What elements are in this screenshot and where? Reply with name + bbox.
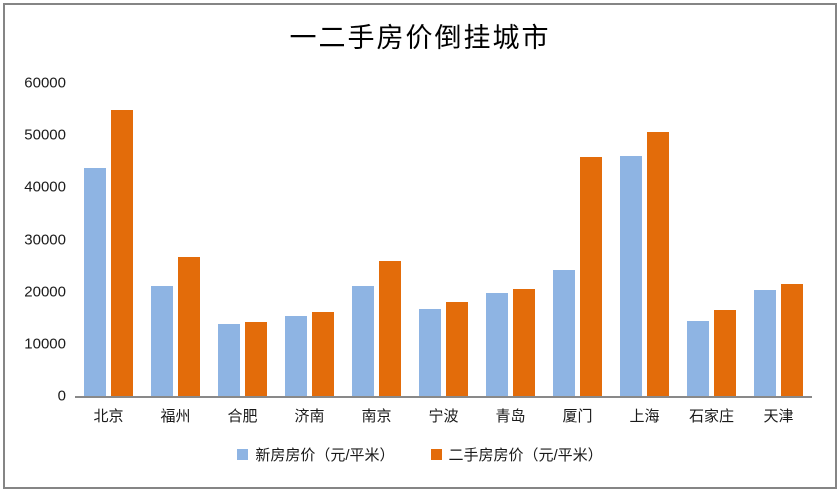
plot-area (75, 83, 812, 398)
legend-item-new-price: 新房房价（元/平米） (237, 444, 395, 465)
legend-label: 新房房价（元/平米） (255, 447, 395, 464)
bar-new-price (285, 315, 307, 396)
bar-secondhand-price (245, 321, 267, 396)
bar-group (678, 83, 745, 396)
legend-swatch-icon (430, 449, 442, 460)
bar-new-price (553, 270, 575, 396)
bar-secondhand-price (379, 261, 401, 396)
bar-new-price (352, 286, 374, 396)
bar-new-price (218, 323, 240, 396)
y-axis-tick-label: 60000 (24, 74, 66, 92)
x-axis-label: 青岛 (495, 408, 526, 425)
bar-secondhand-price (178, 257, 200, 396)
bar-group (477, 83, 544, 396)
y-axis-tick-label: 40000 (24, 178, 66, 196)
y-axis-tick-label: 20000 (24, 283, 66, 301)
x-axis-label: 合肥 (227, 408, 258, 425)
legend: 新房房价（元/平米） 二手房房价（元/平米） (0, 444, 840, 465)
bar-secondhand-price (513, 288, 535, 396)
chart-title: 一二手房价倒挂城市 (289, 23, 551, 53)
bar-group (75, 83, 142, 396)
bar-new-price (687, 320, 709, 396)
bar-secondhand-price (781, 283, 803, 396)
bar-secondhand-price (111, 109, 133, 396)
x-axis-label: 福州 (160, 408, 191, 425)
y-axis-tick-label: 30000 (24, 231, 66, 248)
x-axis-label: 南京 (361, 408, 392, 425)
x-axis-label: 天津 (763, 408, 794, 425)
y-axis-tick-label: 0 (57, 387, 66, 405)
x-axis-label: 厦门 (562, 408, 593, 425)
x-axis-label: 宁波 (428, 408, 459, 425)
bar-group (276, 83, 343, 396)
bar-group (343, 83, 410, 396)
bar-group (544, 83, 611, 396)
bar-group (142, 83, 209, 396)
x-axis-label: 石家庄 (688, 408, 734, 425)
bar-secondhand-price (714, 310, 736, 396)
bar-group (209, 83, 276, 396)
legend-swatch-icon (237, 449, 249, 460)
x-axis: 北京 福州 合肥 济南 南京 宁波 青岛 厦门 上海 石家庄 天津 (75, 405, 812, 426)
bar-new-price (620, 156, 642, 396)
bar-new-price (151, 286, 173, 396)
bar-new-price (754, 290, 776, 396)
bar-new-price (486, 292, 508, 396)
bar-secondhand-price (580, 157, 602, 396)
bar-group (611, 83, 678, 396)
legend-item-secondhand-price: 二手房房价（元/平米） (430, 444, 603, 465)
x-axis-label: 济南 (294, 408, 325, 425)
y-axis-tick-label: 50000 (24, 126, 66, 144)
x-axis-label: 北京 (93, 408, 124, 425)
bar-new-price (419, 309, 441, 396)
bar-secondhand-price (647, 132, 669, 396)
x-axis-label: 上海 (629, 408, 660, 425)
bar-new-price (84, 168, 106, 396)
legend-label: 二手房房价（元/平米） (448, 447, 603, 464)
bar-secondhand-price (312, 311, 334, 396)
bar-group (410, 83, 477, 396)
y-axis: 0 10000 20000 30000 40000 50000 60000 (0, 76, 70, 404)
bar-secondhand-price (446, 302, 468, 396)
bar-group (745, 83, 812, 396)
y-axis-tick-label: 10000 (24, 335, 66, 353)
